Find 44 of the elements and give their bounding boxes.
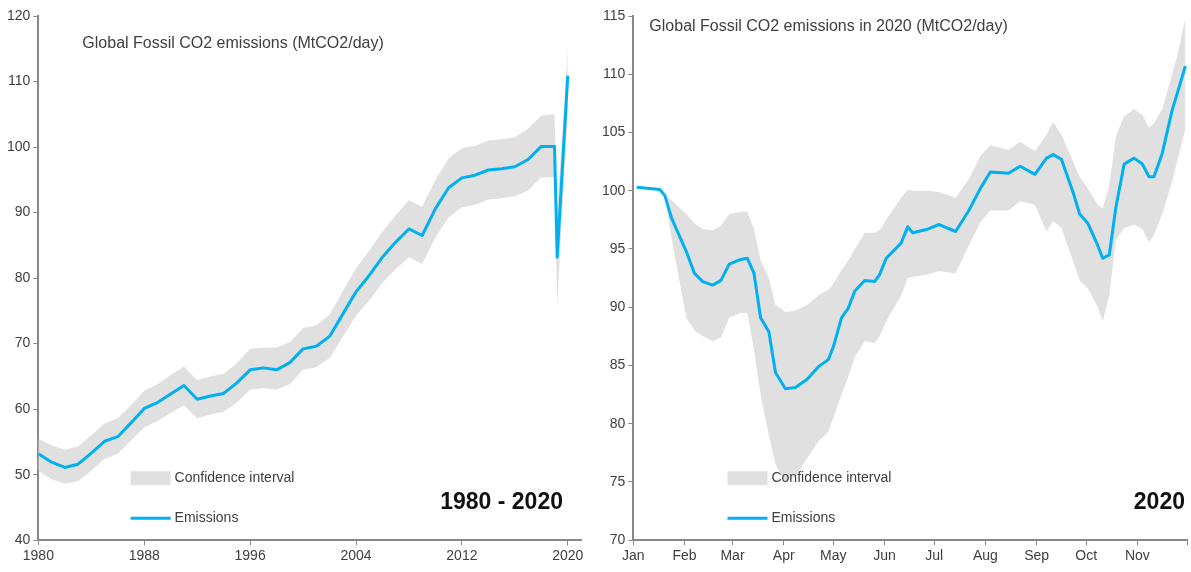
text: Global Fossil CO2 emissions (MtCO2/day)	[82, 34, 384, 52]
y-tick-label: 80	[609, 414, 626, 431]
y-tick-label: 50	[14, 465, 31, 482]
annotation: Confidence interval	[771, 469, 892, 486]
y-tick-label: 105	[602, 123, 626, 140]
legend-label: Emissions	[174, 509, 239, 526]
x-tick-label: Oct	[1075, 547, 1098, 564]
x-tick-label: Jun	[873, 547, 896, 564]
x-tick-label: Mar	[720, 547, 745, 564]
x-tick-label: 2020	[552, 547, 584, 564]
annotation: Confidence interval	[174, 469, 295, 486]
y-tick-label: 40	[14, 531, 31, 548]
x-tick-label: Feb	[672, 547, 697, 564]
y-tick-label: 85	[609, 356, 626, 373]
chart-title: Global Fossil CO2 emissions in 2020 (MtCO2/day)	[649, 17, 1008, 35]
y-tick-label: 75	[609, 472, 626, 489]
y-tick-label: 100	[7, 137, 31, 154]
y-tick-label: 120	[7, 6, 31, 23]
legend-label: Emissions	[771, 509, 836, 526]
y-tick-label: 100	[602, 181, 626, 198]
x-tick-label: Nov	[1124, 547, 1150, 564]
x-tick-label: Apr	[772, 547, 795, 564]
y-tick-label: 115	[603, 6, 626, 23]
x-tick-label: 2012	[446, 547, 478, 564]
y-tick-label: 110	[8, 72, 31, 89]
x-tick-label: Jan	[622, 547, 645, 564]
y-tick-label: 95	[609, 239, 626, 256]
x-tick-label: 1988	[128, 547, 161, 564]
annotation: 2020	[1133, 487, 1185, 514]
y-tick-label: 70	[14, 334, 31, 351]
y-tick-label: 110	[603, 65, 626, 82]
y-tick-label: 70	[609, 531, 626, 548]
x-tick-label: May	[820, 547, 847, 564]
annotation: 1980 - 2020	[440, 487, 563, 514]
x-tick-label: 1980	[22, 547, 55, 564]
x-tick-label: Aug	[972, 547, 998, 564]
y-tick-label: 60	[14, 400, 31, 417]
x-tick-label: Jul	[925, 547, 944, 564]
y-tick-label: 90	[609, 298, 626, 315]
x-tick-label: 1996	[234, 547, 266, 564]
y-tick-label: 90	[14, 203, 31, 220]
x-tick-label: Sep	[1024, 547, 1050, 564]
x-tick-label: 2004	[340, 547, 372, 564]
y-tick-label: 80	[14, 268, 31, 285]
